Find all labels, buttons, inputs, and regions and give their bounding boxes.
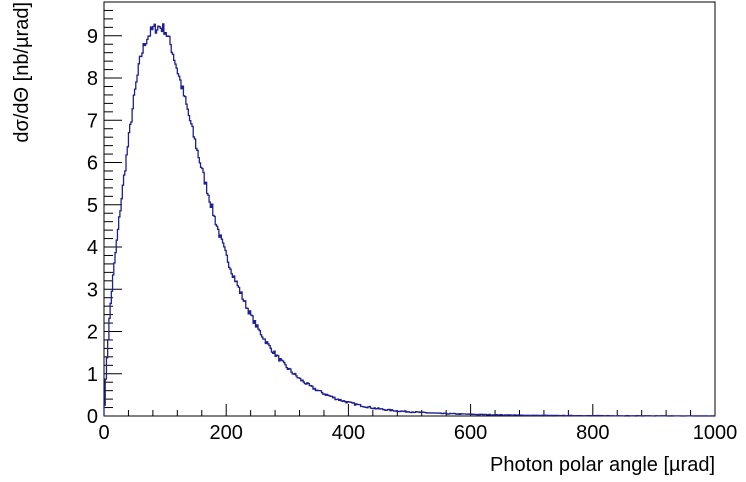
- x-tick-label: 200: [210, 422, 243, 444]
- x-tick-label: 800: [576, 422, 609, 444]
- y-tick-label: 7: [87, 110, 98, 132]
- y-tick-label: 6: [87, 153, 98, 175]
- plot-frame: [103, 1, 716, 417]
- y-tick-label: 8: [87, 68, 98, 90]
- y-tick-label: 1: [87, 364, 98, 386]
- y-tick-label: 9: [87, 26, 98, 48]
- x-tick-label: 400: [332, 422, 365, 444]
- y-tick-label: 0: [87, 406, 98, 428]
- x-tick-label: 1000: [693, 422, 738, 444]
- x-tick-label: 0: [98, 422, 109, 444]
- x-axis: 0 200 400 600 800 1000: [98, 404, 737, 444]
- y-axis-title: dσ/dΘ [nb/µrad]: [11, 2, 33, 143]
- x-tick-label: 600: [454, 422, 487, 444]
- y-axis: 0 1 2 3 4 5 6 7 8 9: [87, 1, 122, 428]
- x-axis-title: Photon polar angle [µrad]: [490, 454, 715, 476]
- y-tick-label: 4: [87, 237, 98, 259]
- y-tick-label: 5: [87, 195, 98, 217]
- series-line: [103, 23, 715, 417]
- y-tick-label: 3: [87, 279, 98, 301]
- y-tick-label: 2: [87, 322, 98, 344]
